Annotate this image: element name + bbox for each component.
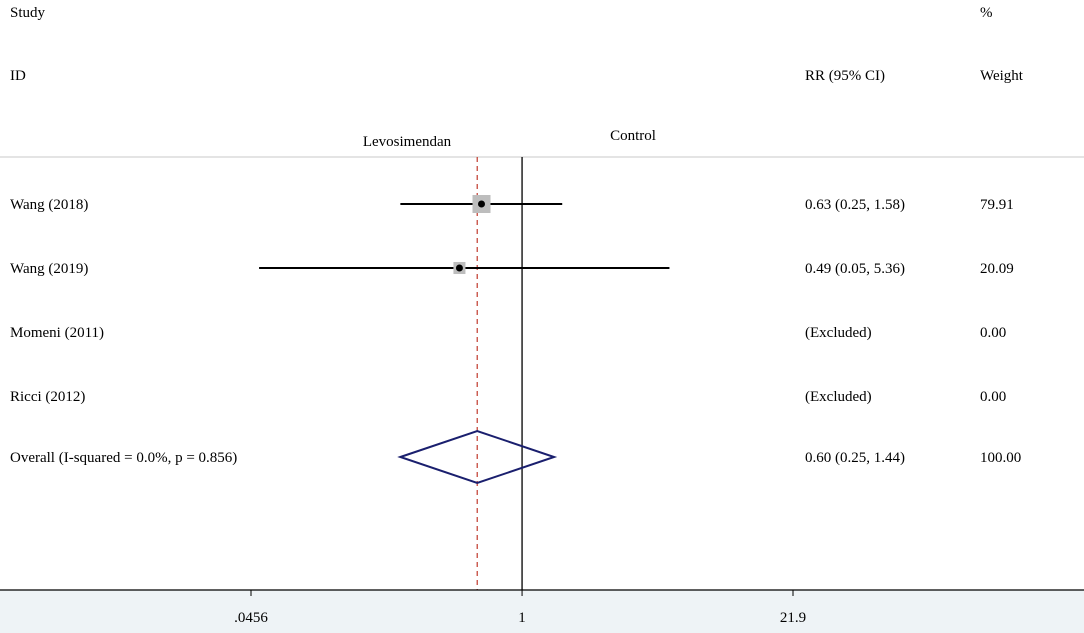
x-tick-label: .0456 bbox=[234, 610, 268, 626]
header-study: Study bbox=[10, 5, 46, 21]
study-row: Momeni (2011) (Excluded) 0.00 bbox=[10, 325, 1006, 341]
overall-diamond bbox=[397, 429, 558, 485]
study-name: Momeni (2011) bbox=[10, 325, 104, 341]
study-row: Wang (2019) 0.49 (0.05, 5.36) 20.09 bbox=[10, 261, 1014, 277]
study-name: Wang (2019) bbox=[10, 261, 88, 277]
header-weight: Weight bbox=[980, 68, 1024, 84]
study-effect-ci: (Excluded) bbox=[805, 389, 872, 405]
header-id: ID bbox=[10, 68, 26, 84]
study-effect-ci: (Excluded) bbox=[805, 325, 872, 341]
study-effect-ci: 0.63 (0.25, 1.58) bbox=[805, 197, 905, 213]
point-estimate bbox=[455, 264, 463, 272]
study-effect-ci: 0.49 (0.05, 5.36) bbox=[805, 261, 905, 277]
study-row: Wang (2018) 0.63 (0.25, 1.58) 79.91 bbox=[10, 195, 1014, 213]
overall-effect-ci: 0.60 (0.25, 1.44) bbox=[805, 450, 905, 466]
study-weight: 0.00 bbox=[980, 389, 1006, 405]
favours-right-label: Control bbox=[610, 128, 656, 144]
favours-left-label: Levosimendan bbox=[363, 134, 452, 150]
study-weight: 79.91 bbox=[980, 197, 1014, 213]
study-weight: 0.00 bbox=[980, 325, 1006, 341]
study-name: Wang (2018) bbox=[10, 197, 88, 213]
overall-weight: 100.00 bbox=[980, 450, 1021, 466]
point-estimate bbox=[478, 200, 486, 208]
header-percent: % bbox=[980, 5, 993, 21]
study-row: Ricci (2012) (Excluded) 0.00 bbox=[10, 389, 1006, 405]
x-tick-label: 21.9 bbox=[780, 610, 806, 626]
study-name: Ricci (2012) bbox=[10, 389, 85, 405]
axis-band bbox=[0, 590, 1084, 633]
x-tick-label: 1 bbox=[518, 610, 526, 626]
study-weight: 20.09 bbox=[980, 261, 1014, 277]
header-effect: RR (95% CI) bbox=[805, 68, 885, 84]
overall-label: Overall (I-squared = 0.0%, p = 0.856) bbox=[10, 450, 237, 466]
overall-row: Overall (I-squared = 0.0%, p = 0.856) 0.6… bbox=[10, 429, 1021, 485]
